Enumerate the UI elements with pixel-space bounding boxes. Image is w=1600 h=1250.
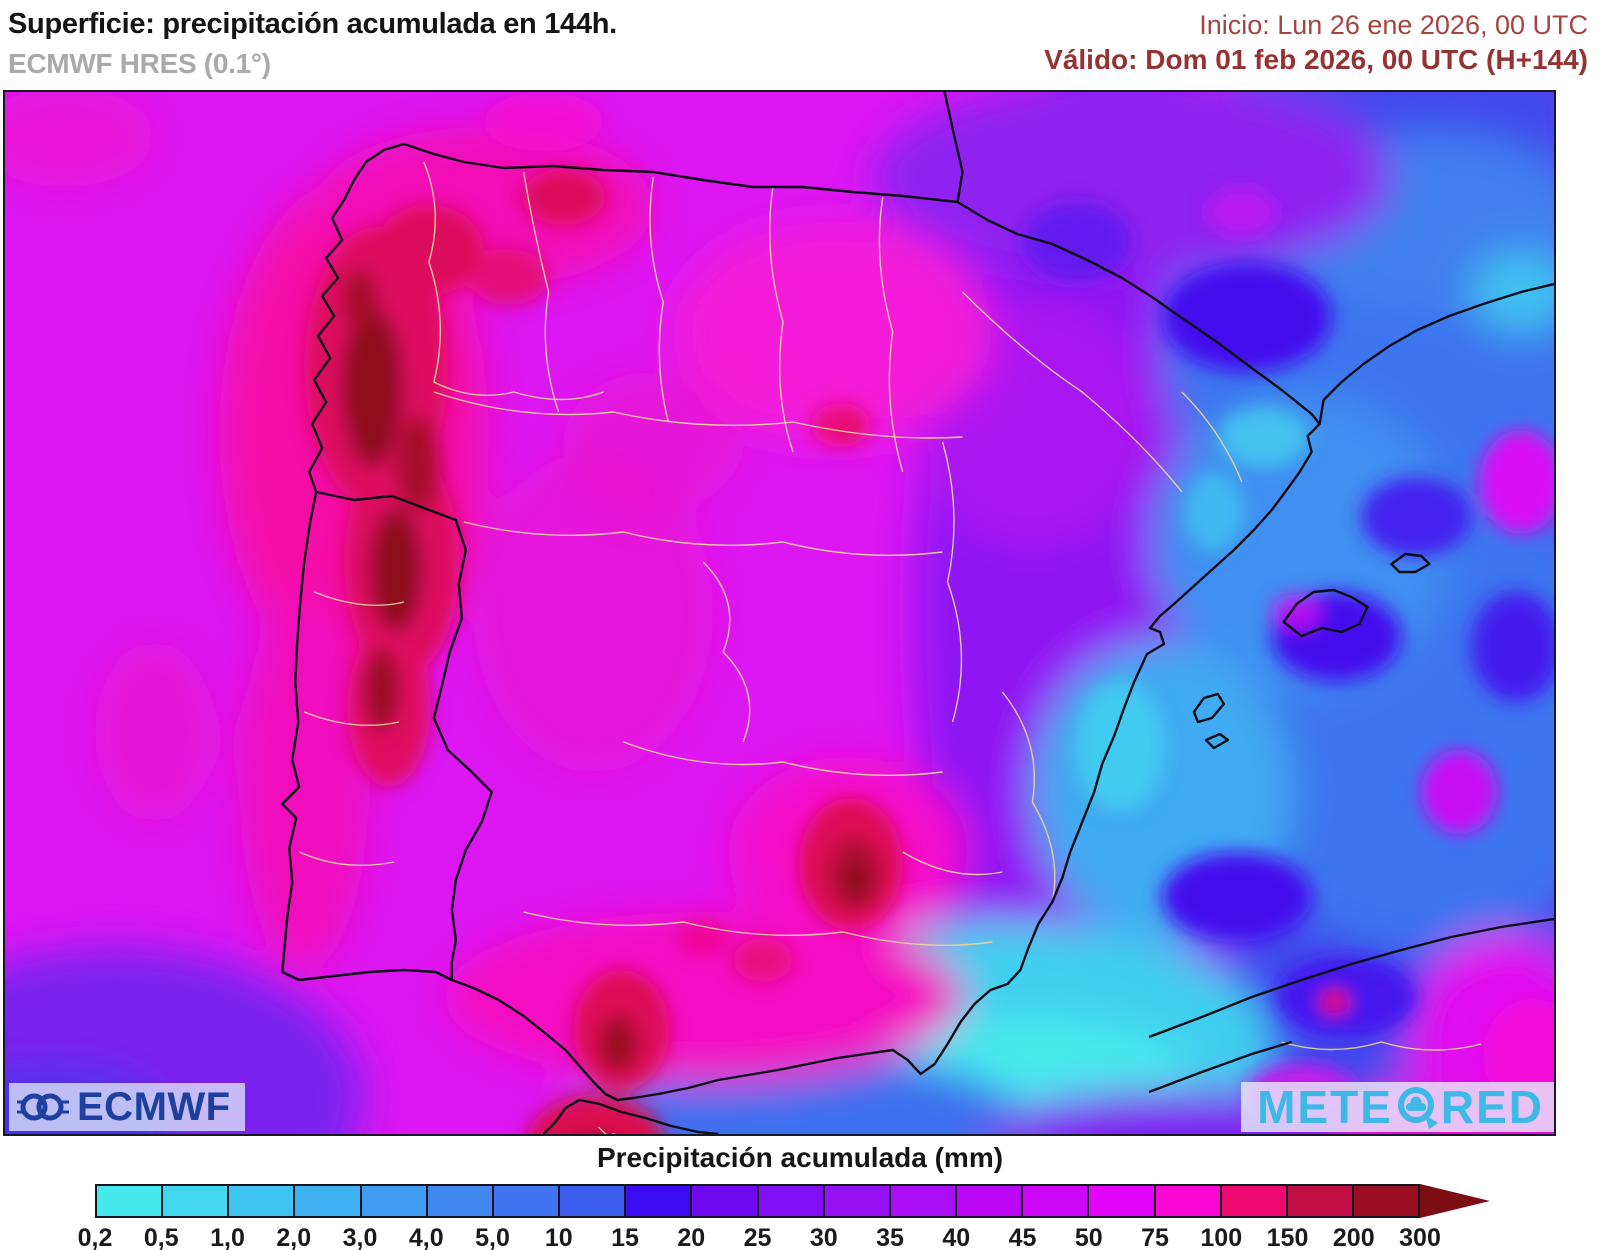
legend-color-segment [1287, 1186, 1354, 1216]
legend-color-segment [1023, 1186, 1090, 1216]
legend-color-segment [1089, 1186, 1156, 1216]
legend-color-segment [758, 1186, 825, 1216]
legend-tick-label: 200 [1332, 1224, 1375, 1250]
legend-tick-label: 45 [1008, 1224, 1037, 1250]
model-subtitle: ECMWF HRES (0.1°) [8, 48, 271, 79]
legend-tick-label: 3,0 [342, 1224, 378, 1250]
legend: Precipitación acumulada (mm) 0,2 0,5 1,0 2,… [0, 1138, 1600, 1250]
valid-time-label: Válido: Dom 01 feb 2026, 00 UTC (H+144) [1044, 44, 1588, 75]
legend-color-segment [560, 1186, 627, 1216]
legend-color-segment [97, 1186, 164, 1216]
ecmwf-badge: ECMWF [9, 1083, 245, 1131]
ecmwf-logo-text: ECMWF [77, 1084, 231, 1129]
legend-tick-label: 5,0 [475, 1224, 510, 1250]
header: Superficie: precipitación acumulada en 1… [0, 0, 1600, 88]
legend-title: Precipitación acumulada (mm) [596, 1142, 1004, 1173]
legend-color-segment [229, 1186, 296, 1216]
legend-color-segment [1155, 1186, 1222, 1216]
ecmwf-logo-icon [17, 1093, 69, 1121]
legend-tick-label: 15 [611, 1224, 639, 1250]
province-borders [298, 161, 1482, 1134]
legend-color-segment [427, 1186, 494, 1216]
legend-tick-label: 0,5 [143, 1224, 179, 1250]
legend-tick-label: 10 [544, 1224, 573, 1250]
page-title: Superficie: precipitación acumulada en 1… [8, 8, 617, 40]
legend-tick-label: 25 [743, 1224, 772, 1250]
legend-color-segment [1221, 1186, 1288, 1216]
legend-tick-label: 35 [876, 1224, 904, 1250]
legend-color-segment [295, 1186, 362, 1216]
meteored-badge: METE RED [1241, 1081, 1554, 1133]
run-init-label: Inicio: Lun 26 ene 2026, 00 UTC [1199, 10, 1588, 40]
precipitation-map: ECMWF METE RED [3, 90, 1556, 1136]
coastlines [281, 92, 1554, 1134]
field-detail-regions [304, 92, 1554, 1134]
legend-tick-label: 50 [1074, 1224, 1103, 1250]
legend-tick-label: 1,0 [210, 1224, 245, 1250]
legend-tick-label: 75 [1141, 1224, 1169, 1250]
legend-tick-label: 300 [1399, 1224, 1441, 1250]
legend-color-segment [163, 1186, 230, 1216]
legend-tick-label: 4,0 [408, 1224, 444, 1250]
legend-colorbar [95, 1184, 1420, 1218]
legend-colorbar-arrow [1420, 1184, 1490, 1218]
legend-tick-row: 0,2 0,5 1,0 2,0 3,0 4,0 5,0 10 15 20 25 30 35 40 45 50 7… [78, 1224, 1441, 1250]
legend-color-segment [1353, 1186, 1419, 1216]
meteored-text-right: RED [1440, 1081, 1544, 1133]
legend-tick-label: 30 [809, 1224, 838, 1250]
legend-color-segment [361, 1186, 428, 1216]
precipitation-field-svg [5, 92, 1554, 1134]
legend-tick-label: 150 [1266, 1224, 1309, 1250]
legend-tick-label: 0,2 [77, 1224, 113, 1250]
legend-color-segment [957, 1186, 1024, 1216]
legend-color-segment [493, 1186, 561, 1216]
legend-color-segment [890, 1186, 958, 1216]
legend-tick-label: 40 [942, 1224, 971, 1250]
meteored-text-left: METE [1257, 1081, 1393, 1133]
legend-color-segment [824, 1186, 891, 1216]
legend-tick-label: 100 [1200, 1224, 1243, 1250]
legend-colorbar-wrap [95, 1184, 1490, 1218]
legend-tick-label: 20 [677, 1224, 706, 1250]
legend-color-segment [626, 1186, 693, 1216]
legend-tick-label: 2,0 [276, 1224, 312, 1250]
meteored-logo-icon [1397, 1087, 1438, 1129]
legend-color-segment [692, 1186, 759, 1216]
